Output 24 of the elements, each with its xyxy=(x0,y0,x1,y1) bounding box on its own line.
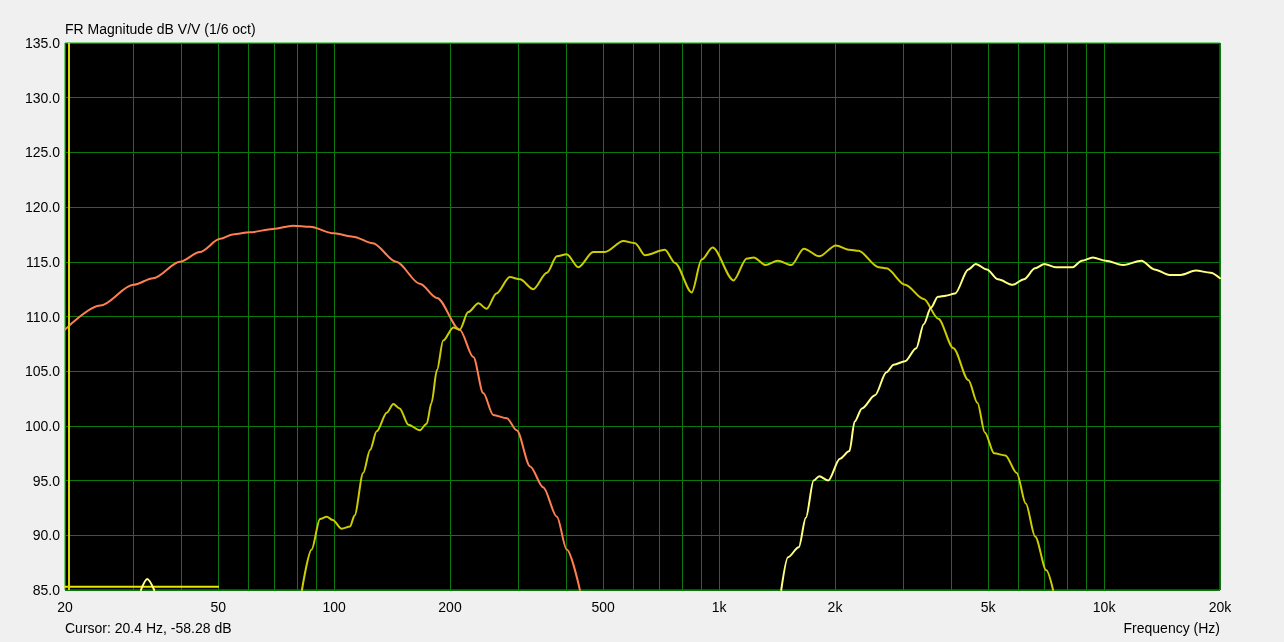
y-tick-label: 105.0 xyxy=(24,363,61,380)
y-tick-label: 120.0 xyxy=(24,199,61,216)
y-tick-label: 100.0 xyxy=(24,417,61,434)
y-tick-label: 110.0 xyxy=(26,308,61,325)
y-tick-label: 95.0 xyxy=(32,472,61,489)
x-tick-label: 500 xyxy=(591,599,616,615)
x-tick-label: 2k xyxy=(827,599,844,615)
text: Cursor: 20.4 Hz, -58.28 dB xyxy=(65,620,232,636)
x-tick-label: 1k xyxy=(711,599,728,615)
y-tick-label: 130.0 xyxy=(24,89,61,106)
y-tick-label: 90.0 xyxy=(32,527,61,544)
y-tick-label: 135.0 xyxy=(24,35,61,51)
x-axis-title: Frequency (Hz) xyxy=(1123,620,1220,636)
x-tick-label: 200 xyxy=(438,599,462,615)
x-tick-label: 100 xyxy=(322,599,346,615)
y-tick-label: 125.0 xyxy=(24,144,61,161)
x-tick-label: 10k xyxy=(1092,599,1117,615)
y-tick-label: 85.0 xyxy=(32,582,61,598)
x-tick-label: 20 xyxy=(57,599,73,615)
x-tick-label: 50 xyxy=(210,599,227,615)
x-tick-label: 20k xyxy=(1208,599,1233,615)
y-axis-title: FR Magnitude dB V/V (1/6 oct) xyxy=(65,21,256,38)
x-tick-label: 5k xyxy=(980,599,997,615)
y-tick-label: 115.0 xyxy=(26,253,61,270)
